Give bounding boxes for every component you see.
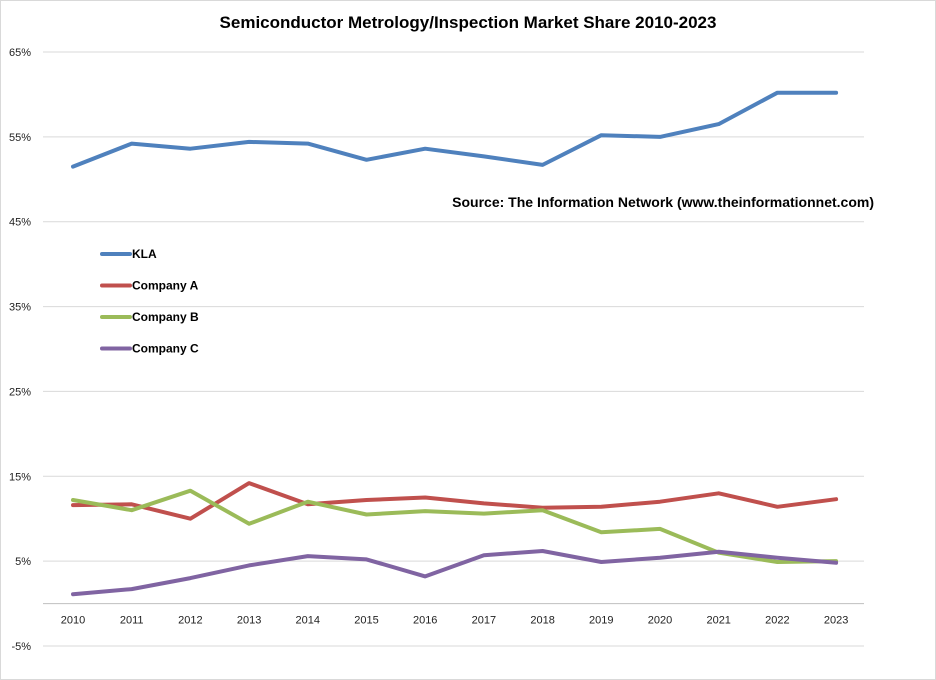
y-tick-label: 45% bbox=[9, 217, 31, 229]
legend-label-company-c: Company C bbox=[132, 342, 199, 356]
series-line-kla bbox=[71, 90, 839, 169]
x-tick-label: 2019 bbox=[589, 615, 613, 627]
x-tick-label: 2017 bbox=[472, 615, 496, 627]
x-tick-label: 2015 bbox=[354, 615, 378, 627]
chart-title: Semiconductor Metrology/Inspection Marke… bbox=[220, 13, 717, 32]
source-annotation: Source: The Information Network (www.the… bbox=[452, 194, 874, 210]
x-tick-label: 2023 bbox=[824, 615, 848, 627]
y-tick-label: 5% bbox=[15, 556, 31, 568]
x-tick-label: 2018 bbox=[530, 615, 554, 627]
x-tick-label: 2013 bbox=[237, 615, 261, 627]
series-line-company-c bbox=[71, 549, 839, 597]
x-tick-label: 2012 bbox=[178, 615, 202, 627]
x-tick-label: 2021 bbox=[706, 615, 730, 627]
legend-label-company-a: Company A bbox=[132, 279, 199, 293]
legend-label-company-b: Company B bbox=[132, 310, 199, 324]
x-axis-ticks: 2010 2011 2012 2013 2014 2015 2016 2017 2018 2019… bbox=[61, 615, 849, 627]
y-tick-label: 15% bbox=[9, 471, 31, 483]
gridlines bbox=[43, 51, 864, 647]
x-tick-label: 2011 bbox=[120, 615, 144, 627]
x-tick-label: 2016 bbox=[413, 615, 437, 627]
series-line-company-b bbox=[71, 488, 839, 564]
legend: KLA Company A Company B Company C bbox=[100, 247, 199, 356]
legend-label-kla: KLA bbox=[132, 247, 157, 261]
x-tick-label: 2022 bbox=[765, 615, 789, 627]
series-line-company-a bbox=[71, 481, 839, 521]
y-axis-ticks: -5% 5% 15% 25% 35% 45% 55% 65% bbox=[9, 47, 31, 653]
y-tick-label: 65% bbox=[9, 47, 31, 59]
series-lines bbox=[71, 90, 839, 597]
y-tick-label: 55% bbox=[9, 132, 31, 144]
y-tick-label: 25% bbox=[9, 386, 31, 398]
x-tick-label: 2020 bbox=[648, 615, 672, 627]
x-tick-label: 2014 bbox=[296, 615, 320, 627]
y-tick-label: -5% bbox=[11, 641, 31, 653]
y-tick-label: 35% bbox=[9, 302, 31, 314]
x-tick-label: 2010 bbox=[61, 615, 85, 627]
